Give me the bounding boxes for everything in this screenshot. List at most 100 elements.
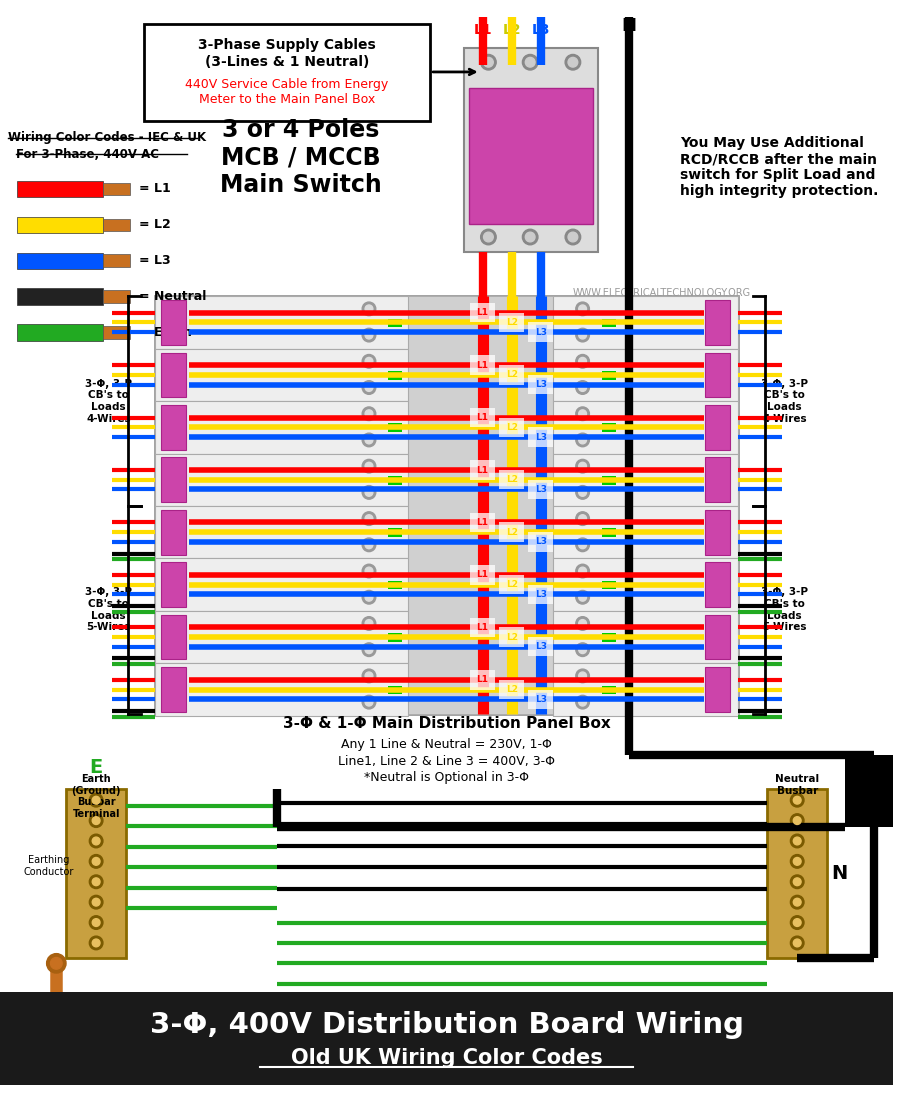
Bar <box>553 663 737 716</box>
Bar <box>161 300 187 344</box>
Circle shape <box>362 407 375 420</box>
Text: = Earth: = Earth <box>139 326 191 339</box>
Text: L1: L1 <box>472 23 492 37</box>
Bar <box>103 290 130 303</box>
Circle shape <box>575 591 589 604</box>
Text: For 3-Phase, 440V AC: For 3-Phase, 440V AC <box>16 148 158 161</box>
Bar <box>161 510 187 554</box>
Circle shape <box>578 384 585 392</box>
Bar <box>470 565 494 584</box>
Bar <box>17 324 103 341</box>
Circle shape <box>578 593 585 601</box>
Circle shape <box>789 895 803 909</box>
Circle shape <box>578 331 585 339</box>
Circle shape <box>89 936 103 949</box>
Circle shape <box>92 878 100 886</box>
Circle shape <box>789 855 803 868</box>
Circle shape <box>789 915 803 930</box>
Bar <box>553 296 737 349</box>
Text: *Neutral is Optional in 3-Φ: *Neutral is Optional in 3-Φ <box>364 771 528 784</box>
Circle shape <box>564 229 580 245</box>
Bar <box>470 513 494 532</box>
Circle shape <box>578 672 585 680</box>
Text: 3-Φ, 3-P
CB's to
Loads
5-Wires: 3-Φ, 3-P CB's to Loads 5-Wires <box>85 587 132 632</box>
Circle shape <box>365 541 372 549</box>
Circle shape <box>578 619 585 627</box>
Circle shape <box>575 407 589 420</box>
Circle shape <box>564 55 580 70</box>
Circle shape <box>578 488 585 496</box>
Bar <box>66 789 126 958</box>
Bar <box>553 506 737 559</box>
Bar <box>470 460 494 480</box>
Text: L3: L3 <box>534 538 546 547</box>
Bar <box>103 219 130 231</box>
Bar <box>155 402 407 453</box>
Circle shape <box>525 57 535 67</box>
Text: 3 or 4 Poles
MCB / MCCB
Main Switch: 3 or 4 Poles MCB / MCCB Main Switch <box>220 118 381 197</box>
Text: L3: L3 <box>534 381 546 389</box>
Circle shape <box>575 485 589 499</box>
Circle shape <box>578 568 585 575</box>
Bar <box>388 685 402 694</box>
Bar <box>498 312 524 332</box>
Circle shape <box>365 672 372 680</box>
Circle shape <box>362 460 375 473</box>
Circle shape <box>792 816 800 825</box>
Circle shape <box>578 436 585 443</box>
Text: 3-Φ, 3-P
CB's to
Loads
4-Wires: 3-Φ, 3-P CB's to Loads 4-Wires <box>760 378 807 424</box>
Circle shape <box>92 796 100 804</box>
Circle shape <box>578 358 585 365</box>
Bar <box>155 506 407 559</box>
Bar <box>528 690 553 708</box>
Bar <box>498 627 524 647</box>
Text: N: N <box>830 864 846 882</box>
Bar <box>470 302 494 322</box>
Text: Earth
(Ground)
Busbar
Terminal: Earth (Ground) Busbar Terminal <box>72 774 120 818</box>
Circle shape <box>792 939 800 947</box>
Circle shape <box>362 381 375 394</box>
Bar <box>553 453 737 506</box>
Bar <box>103 254 130 267</box>
Bar <box>601 319 615 328</box>
Circle shape <box>92 816 100 825</box>
Bar <box>161 668 187 712</box>
Text: L2: L2 <box>505 580 517 590</box>
Bar <box>601 371 615 380</box>
Circle shape <box>92 899 100 906</box>
Circle shape <box>575 642 589 657</box>
Bar <box>470 617 494 637</box>
Circle shape <box>89 895 103 909</box>
Circle shape <box>789 793 803 807</box>
Bar <box>155 296 737 714</box>
Circle shape <box>89 834 103 848</box>
Circle shape <box>567 57 577 67</box>
Circle shape <box>480 229 495 245</box>
Circle shape <box>362 512 375 526</box>
Text: 3-Φ, 3-P
CB's to
Loads
4-Wires: 3-Φ, 3-P CB's to Loads 4-Wires <box>85 378 132 424</box>
Text: L1: L1 <box>476 308 488 317</box>
Text: L3: L3 <box>534 485 546 494</box>
Text: N: N <box>621 18 636 35</box>
Bar <box>766 789 826 958</box>
Bar <box>143 24 430 121</box>
Bar <box>498 470 524 490</box>
Text: L1: L1 <box>476 361 488 370</box>
Bar <box>528 427 553 447</box>
Bar <box>704 615 730 659</box>
Bar <box>553 559 737 610</box>
Circle shape <box>365 331 372 339</box>
Bar <box>155 296 407 349</box>
Text: E: E <box>89 758 103 777</box>
Bar <box>469 88 593 224</box>
Circle shape <box>522 229 538 245</box>
Circle shape <box>92 918 100 926</box>
Circle shape <box>51 957 62 969</box>
Text: 3-Phase Supply Cables
(3-Lines & 1 Neutral): 3-Phase Supply Cables (3-Lines & 1 Neutr… <box>198 39 375 68</box>
Circle shape <box>567 232 577 242</box>
Text: L2: L2 <box>505 475 517 484</box>
Bar <box>464 47 597 252</box>
Circle shape <box>578 515 585 522</box>
Bar <box>17 288 103 305</box>
Text: Any 1 Line & Neutral = 230V, 1-Φ: Any 1 Line & Neutral = 230V, 1-Φ <box>341 738 551 751</box>
